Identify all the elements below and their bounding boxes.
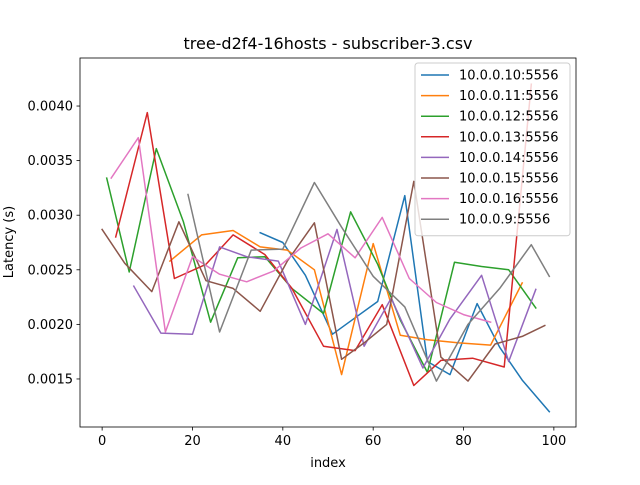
x-tick-label: 0 [98, 434, 106, 449]
legend-label-6: 10.0.0.16:5556 [459, 192, 559, 207]
chart-title: tree-d2f4-16hosts - subscriber-3.csv [183, 34, 472, 53]
x-tick-label: 40 [275, 434, 292, 449]
legend-label-1: 10.0.0.11:5556 [459, 89, 559, 104]
y-tick-label: 0.0015 [28, 372, 74, 387]
legend-box [414, 62, 571, 237]
x-tick-label: 100 [541, 434, 566, 449]
x-tick-label: 20 [184, 434, 201, 449]
axes: 0 20 40 60 80 100 0.0015 0.0020 0.0025 0.0030 0.00… [28, 57, 577, 449]
x-axis-label: index [310, 456, 346, 471]
legend-label-5: 10.0.0.15:5556 [459, 172, 559, 187]
y-axis-label: Latency (s) [2, 206, 17, 278]
legend-label-7: 10.0.0.9:5556 [459, 213, 550, 228]
series-line-6 [110, 136, 492, 333]
legend: 10.0.0.10:5556 10.0.0.11:5556 10.0.0.12:55… [414, 62, 571, 237]
legend-label-4: 10.0.0.14:5556 [459, 151, 559, 166]
series-line-2 [105, 147, 537, 374]
y-tick-label: 0.0020 [28, 318, 74, 333]
legend-label-2: 10.0.0.12:5556 [459, 110, 559, 125]
series-line-7 [187, 181, 551, 382]
series-line-4 [132, 228, 537, 369]
x-tick-label: 80 [455, 434, 472, 449]
series-line-0 [259, 194, 551, 413]
x-tick-label: 60 [365, 434, 382, 449]
legend-label-3: 10.0.0.13:5556 [459, 130, 559, 145]
y-tick-label: 0.0035 [28, 154, 74, 169]
plot-area [101, 83, 551, 413]
series-line-1 [168, 229, 524, 376]
series-line-5 [101, 180, 546, 382]
y-tick-label: 0.0030 [28, 209, 74, 224]
y-tick-label: 0.0025 [28, 263, 74, 278]
y-tick-label: 0.0040 [28, 100, 74, 115]
axes-frame [79, 57, 577, 428]
legend-label-0: 10.0.0.10:5556 [459, 69, 559, 84]
series-line-3 [114, 83, 533, 387]
